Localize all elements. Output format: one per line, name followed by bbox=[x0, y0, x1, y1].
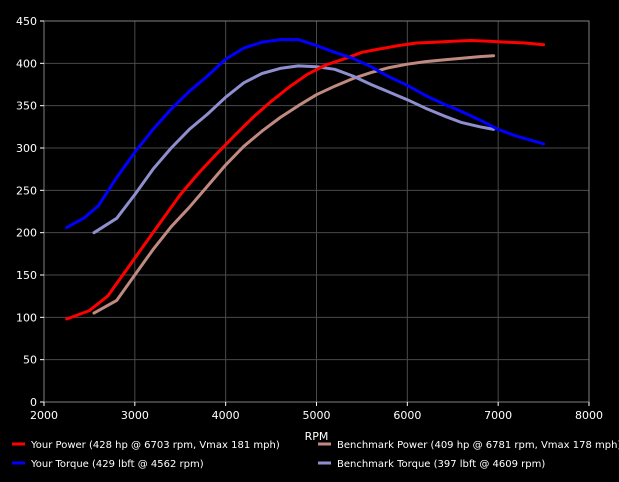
x-tick-label: 3000 bbox=[121, 409, 149, 422]
x-tick-label: 8000 bbox=[575, 409, 603, 422]
legend-entry-0: Your Power (428 hp @ 6703 rpm, Vmax 181 … bbox=[30, 440, 280, 451]
y-tick-label: 450 bbox=[16, 15, 37, 28]
legend-entry-2: Benchmark Power (409 hp @ 6781 rpm, Vmax… bbox=[337, 440, 619, 451]
x-tick-label: 7000 bbox=[484, 409, 512, 422]
y-tick-label: 350 bbox=[16, 100, 37, 113]
series-line-2 bbox=[92, 54, 496, 315]
series-line-3 bbox=[92, 64, 496, 235]
series-line-0 bbox=[65, 39, 546, 321]
series-line-1 bbox=[65, 38, 546, 230]
y-tick-label: 0 bbox=[30, 396, 37, 409]
y-tick-label: 200 bbox=[16, 227, 37, 240]
axis-ticks: 0 50 100 150 200 250 300 350 400 450 2000 3000 4000 5… bbox=[16, 15, 603, 422]
series-lines bbox=[65, 38, 546, 321]
x-tick-label: 6000 bbox=[393, 409, 421, 422]
x-axis-label: RPM bbox=[305, 430, 329, 443]
x-tick-label: 2000 bbox=[30, 409, 58, 422]
x-tick-label: 4000 bbox=[212, 409, 240, 422]
y-tick-label: 150 bbox=[16, 269, 37, 282]
y-tick-label: 300 bbox=[16, 142, 37, 155]
y-tick-label: 250 bbox=[16, 184, 37, 197]
legend-entry-1: Your Torque (429 lbft @ 4562 rpm) bbox=[30, 459, 204, 470]
legend-entry-3: Benchmark Torque (397 lbft @ 4609 rpm) bbox=[337, 459, 545, 470]
y-tick-label: 100 bbox=[16, 311, 37, 324]
y-tick-label: 50 bbox=[23, 354, 37, 367]
y-tick-label: 400 bbox=[16, 57, 37, 70]
legend: Your Power (428 hp @ 6703 rpm, Vmax 181 … bbox=[12, 440, 619, 470]
x-tick-label: 5000 bbox=[303, 409, 331, 422]
